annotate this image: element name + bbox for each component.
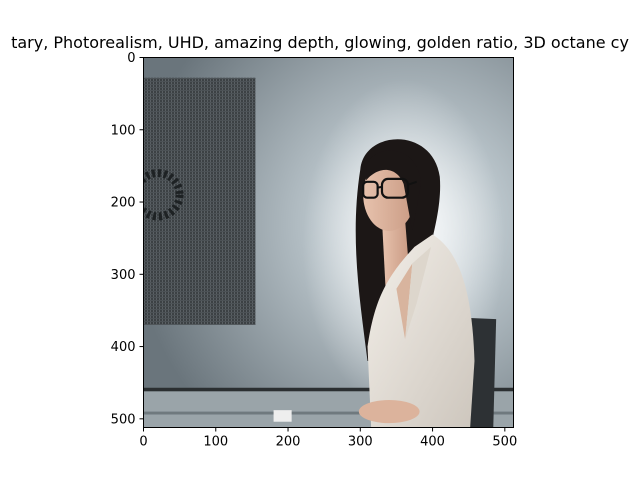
chart-title: tary, Photorealism, UHD, amazing depth, … (11, 33, 629, 52)
x-tick-label: 200 (276, 435, 301, 450)
hair-fringe (366, 150, 421, 231)
image-plot (143, 57, 514, 428)
x-tick-label: 400 (420, 435, 445, 450)
y-tick-label: 300 (111, 268, 136, 283)
y-tick-label: 0 (127, 51, 135, 66)
axes-frame (143, 57, 514, 428)
y-tick-label: 100 (111, 123, 136, 138)
y-axis: 0 100 200 300 400 500 (111, 51, 144, 427)
y-tick-label: 400 (111, 340, 136, 355)
blazer (367, 234, 475, 428)
neckline (396, 263, 413, 340)
glasses-arm (407, 180, 417, 186)
y-tick-label: 500 (111, 412, 136, 427)
lapel (405, 246, 432, 340)
panel-pattern (143, 169, 184, 221)
glasses-bridge (377, 185, 383, 189)
x-axis: 0 100 200 300 400 500 (139, 427, 517, 450)
x-tick-label: 500 (492, 435, 517, 450)
desk-edge (143, 387, 514, 392)
y-tick-label: 200 (111, 196, 136, 211)
glasses-lens-left (362, 180, 379, 199)
hands (358, 400, 420, 424)
paper (273, 410, 292, 422)
x-tick-label: 300 (348, 435, 373, 450)
x-tick-label: 100 (203, 435, 228, 450)
x-tick-label: 0 (139, 435, 147, 450)
glasses-lens-right (380, 177, 410, 199)
mesh-panel (143, 77, 256, 325)
desk-line (143, 411, 514, 415)
